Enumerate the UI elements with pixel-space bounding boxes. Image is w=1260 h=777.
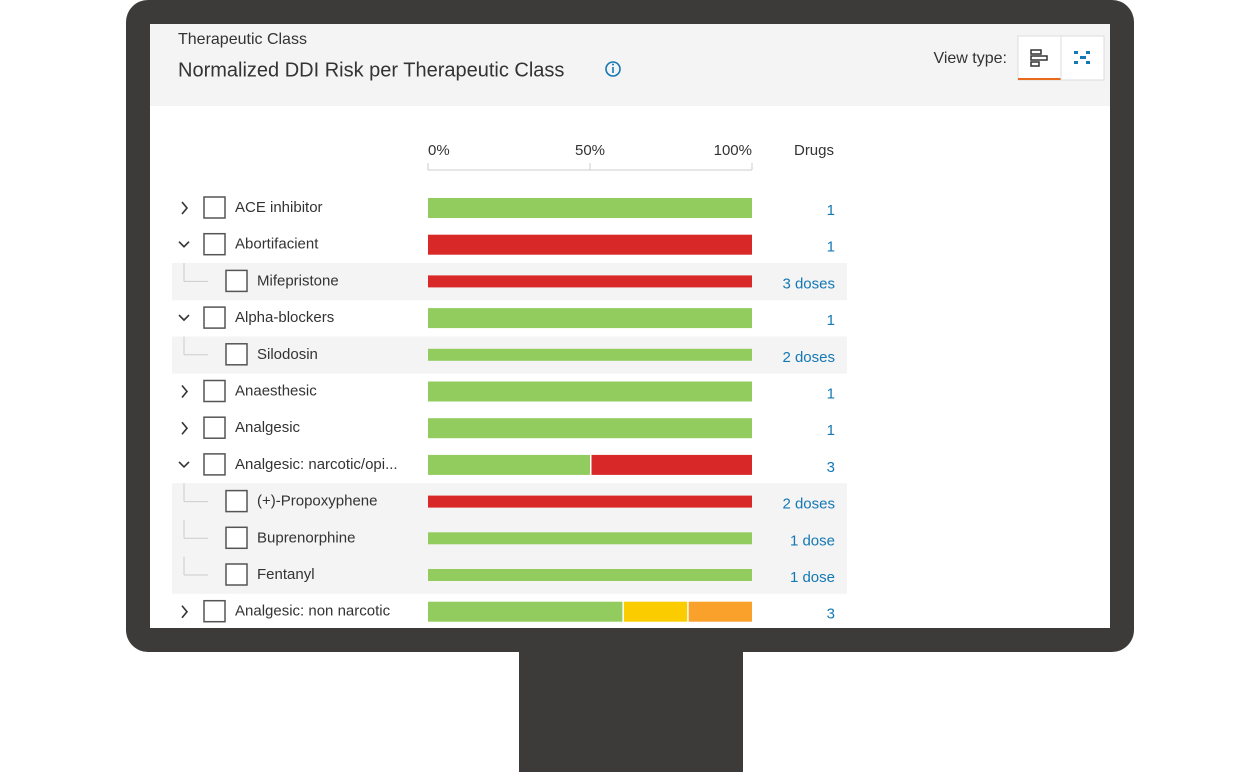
row-label: Abortifacient (235, 236, 319, 253)
row-label: Anaesthesic (235, 382, 317, 399)
checkbox[interactable] (225, 269, 248, 293)
axis-tick-label: 0% (428, 142, 450, 159)
risk-segment (428, 381, 752, 402)
expand-toggle[interactable] (178, 314, 190, 322)
row-label: Analgesic: narcotic/opi... (235, 456, 398, 473)
checkbox[interactable] (203, 416, 226, 439)
checkbox[interactable] (203, 379, 226, 403)
risk-segment (623, 601, 688, 622)
drug-count[interactable]: 1 (827, 385, 835, 402)
screen-content: Therapeutic Class Normalized DDI Risk pe… (150, 24, 1110, 623)
checkbox[interactable] (225, 343, 248, 366)
axis-tick-label: 50% (575, 142, 605, 159)
drug-count[interactable]: 2 doses (782, 496, 835, 513)
expand-toggle[interactable] (181, 201, 189, 215)
expand-toggle[interactable] (181, 384, 189, 399)
checkbox[interactable] (203, 599, 226, 623)
drug-count[interactable]: 1 (827, 422, 835, 439)
drug-count[interactable]: 1 (827, 239, 835, 256)
checkbox[interactable] (225, 489, 248, 513)
row-label: Buprenorphine (257, 529, 355, 546)
risk-segment (688, 601, 752, 622)
title: Normalized DDI Risk per Therapeutic Clas… (178, 59, 564, 81)
row-label: Alpha-blockers (235, 309, 334, 326)
drug-count[interactable]: 1 dose (790, 532, 835, 549)
checkbox[interactable] (203, 306, 226, 329)
drugs-header: Drugs (794, 142, 834, 159)
risk-segment (428, 454, 590, 475)
drug-count[interactable]: 3 doses (782, 275, 835, 292)
risk-segment (428, 308, 752, 329)
risk-segment (428, 418, 752, 439)
risk-segment (428, 532, 752, 545)
expand-toggle[interactable] (178, 461, 190, 469)
axis-tick-label: 100% (714, 142, 752, 159)
expand-toggle[interactable] (181, 421, 189, 435)
row-label: ACE inhibitor (235, 199, 323, 216)
risk-segment (428, 495, 752, 508)
checkbox[interactable] (225, 563, 248, 586)
drug-count[interactable]: 1 (827, 312, 835, 329)
risk-segment (428, 275, 752, 288)
risk-segment (428, 601, 623, 622)
expand-toggle[interactable] (178, 241, 190, 248)
drug-count[interactable]: 2 doses (782, 349, 835, 366)
row-label: Mifepristone (257, 272, 339, 289)
info-icon[interactable] (605, 61, 621, 77)
checkbox[interactable] (203, 196, 226, 219)
checkbox[interactable] (225, 526, 248, 550)
scatter-view-button[interactable] (1060, 35, 1105, 81)
row-label: Fentanyl (257, 566, 315, 583)
header-bg (150, 24, 1110, 106)
row-label: (+)-Propoxyphene (257, 493, 377, 510)
row-label: Analgesic (235, 419, 301, 436)
row-label: Analgesic: non narcotic (235, 603, 391, 620)
risk-segment (428, 348, 752, 361)
subtitle: Therapeutic Class (178, 31, 307, 48)
row-label: Silodosin (257, 346, 318, 363)
checkbox[interactable] (203, 453, 226, 476)
drug-count[interactable]: 3 (827, 606, 835, 623)
checkbox[interactable] (203, 232, 226, 256)
risk-segment (428, 569, 752, 581)
drug-count[interactable]: 1 (827, 202, 835, 219)
drug-count[interactable]: 1 dose (790, 569, 835, 586)
view-type-label: View type: (933, 50, 1007, 67)
risk-segment (591, 454, 752, 475)
risk-segment (428, 234, 752, 255)
drug-count[interactable]: 3 (827, 459, 835, 476)
expand-toggle[interactable] (181, 605, 189, 619)
bar-view-button[interactable] (1017, 35, 1062, 81)
risk-segment (428, 198, 752, 218)
monitor-stand (519, 640, 743, 772)
